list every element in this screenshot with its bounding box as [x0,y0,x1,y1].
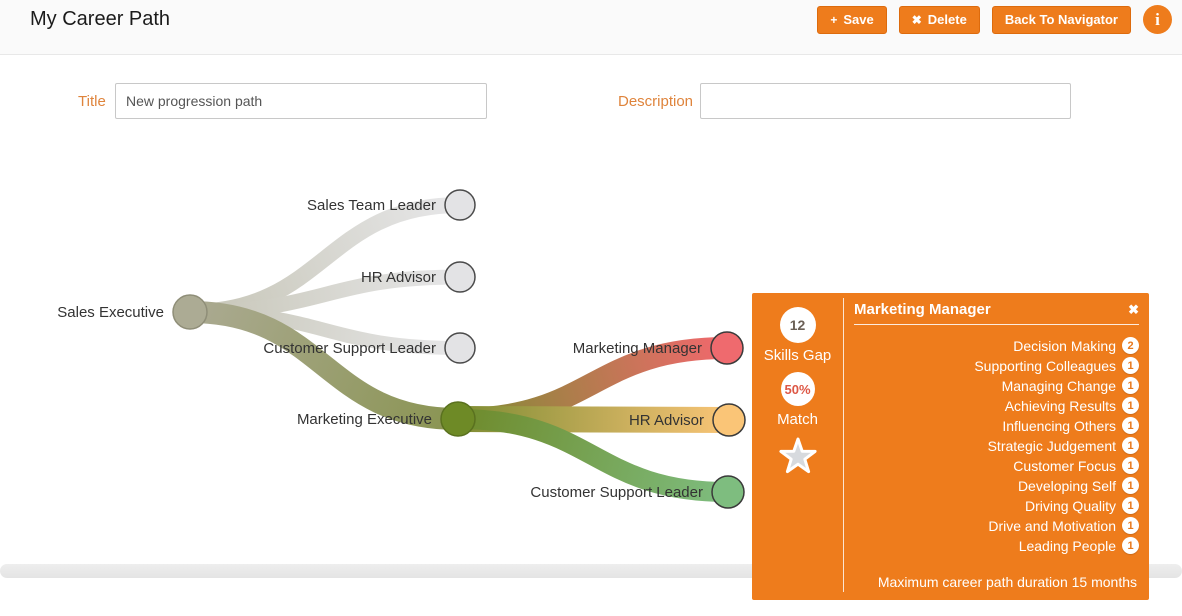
description-input[interactable] [700,83,1071,119]
skill-row: Supporting Colleagues 1 [974,357,1139,374]
skills-panel: 12 Skills Gap 50% Match Marketing Manage… [752,293,1149,600]
skill-count-badge: 1 [1122,437,1139,454]
skill-row: Drive and Motivation 1 [988,517,1139,534]
skill-name: Driving Quality [1024,497,1116,514]
career-link-marketing-executive-to-customer-support-leader-right [448,409,738,502]
skill-count-badge: 2 [1122,337,1139,354]
career-node-label: HR Advisor [629,412,704,429]
skill-name: Developing Self [1017,477,1116,494]
skills-gap-label: Skills Gap [763,347,832,364]
skill-count-badge: 1 [1122,357,1139,374]
career-node-label: Sales Team Leader [307,197,436,214]
skill-count-badge: 1 [1122,477,1139,494]
skill-count-badge: 1 [1122,497,1139,514]
career-node-marketing-executive[interactable] [440,401,476,437]
career-node-label: Marketing Manager [573,340,702,357]
delete-button-label: Delete [927,12,967,27]
career-node-label: Marketing Executive [297,411,432,428]
skill-count-badge: 1 [1122,457,1139,474]
close-icon[interactable]: ✖ [1128,301,1139,317]
star-icon [778,437,818,480]
match-label: Match [777,411,818,428]
skill-count-badge: 1 [1122,377,1139,394]
skills-gap-value-badge: 12 [779,307,816,343]
delete-button[interactable]: ✖ Delete [898,5,980,34]
skill-row: Driving Quality 1 [1025,497,1139,514]
career-node-hr-advisor-right[interactable] [712,403,746,437]
skill-row: Decision Making 2 [1013,337,1139,354]
match-value-badge: 50% [780,372,815,406]
career-node-sales-team-leader[interactable] [444,189,476,221]
skill-name: Influencing Others [1002,417,1116,434]
career-node-marketing-manager[interactable] [710,331,744,365]
skill-row: Strategic Judgement 1 [988,437,1139,454]
info-icon[interactable]: i [1143,5,1172,34]
title-input[interactable] [115,83,487,119]
skill-name: Customer Focus [1013,457,1116,474]
skill-name: Decision Making [1013,337,1116,354]
skill-count-badge: 1 [1122,397,1139,414]
skill-name: Strategic Judgement [987,437,1116,454]
skill-name: Managing Change [1001,377,1116,394]
panel-footer-text: Maximum career path duration 15 months [877,574,1137,590]
cross-icon: ✖ [911,12,922,27]
skill-count-badge: 1 [1122,517,1139,534]
skills-list: Decision Making 2 Supporting Colleagues 1 Ma… [854,337,1139,554]
career-node-label: HR Advisor [361,269,436,286]
skill-name: Achieving Results [1004,397,1116,414]
back-to-navigator-button[interactable]: Back To Navigator [991,5,1131,34]
skill-row: Achieving Results 1 [1005,397,1139,414]
skill-row: Managing Change 1 [1002,377,1139,394]
skill-count-badge: 1 [1122,417,1139,434]
skills-panel-title: Marketing Manager [854,300,991,318]
career-node-label: Sales Executive [57,304,164,321]
page-title: My Career Path [30,8,171,30]
career-node-sales-executive[interactable] [172,294,208,330]
skill-row: Influencing Others 1 [1002,417,1139,434]
skill-row: Developing Self 1 [1018,477,1139,494]
save-button-label: Save [843,12,874,27]
plus-icon: + [830,12,838,27]
title-label: Title [78,93,106,110]
skill-name: Leading People [1018,537,1116,554]
skill-row: Leading People 1 [1019,537,1139,554]
panel-header-rule [854,324,1139,325]
panel-vertical-divider [843,298,844,592]
toolbar: + Save ✖ Delete Back To Navigator i [817,5,1172,34]
career-node-label: Customer Support Leader [263,340,436,357]
skill-row: Customer Focus 1 [1013,457,1139,474]
top-header-bar: My Career Path + Save ✖ Delete Back To N… [0,0,1182,55]
back-button-label: Back To Navigator [1004,12,1118,27]
career-node-customer-support-leader-right[interactable] [711,475,745,509]
career-node-label: Customer Support Leader [530,484,703,501]
description-label: Description [618,93,694,110]
skill-name: Supporting Colleagues [974,357,1116,374]
skill-name: Drive and Motivation [988,517,1116,534]
career-node-customer-support-leader-mid[interactable] [444,332,476,364]
save-button[interactable]: + Save [817,5,887,34]
career-node-hr-advisor-mid[interactable] [444,261,476,293]
skill-count-badge: 1 [1122,537,1139,554]
skills-panel-detail: Marketing Manager ✖ Decision Making 2 Supp… [844,293,1149,600]
career-link-sales-executive-to-marketing-executive [179,301,469,430]
skills-panel-summary: 12 Skills Gap 50% Match [752,293,843,600]
